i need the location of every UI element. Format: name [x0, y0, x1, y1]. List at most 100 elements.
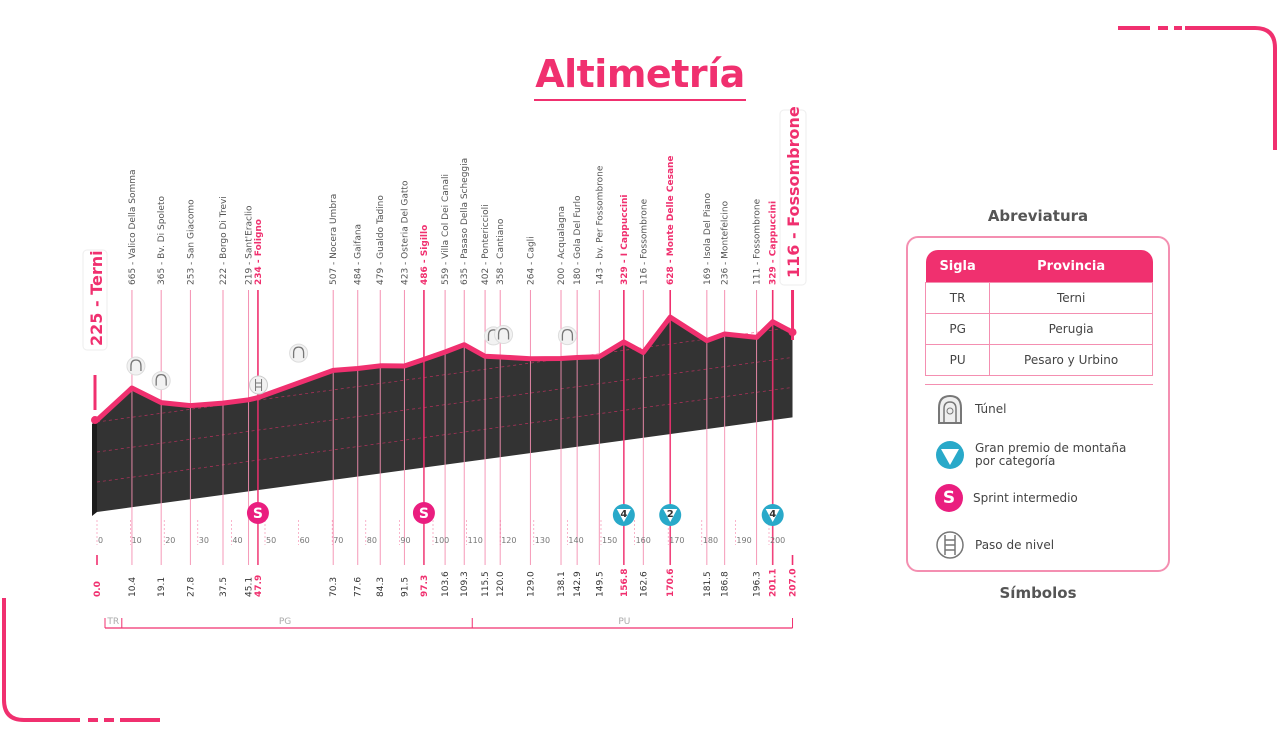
sprint-icon	[412, 502, 435, 524]
km-tick-label: 100	[434, 536, 449, 545]
waypoint-altitude: 635	[460, 268, 470, 285]
waypoint-label: 234 - Foligno	[254, 219, 264, 285]
waypoint-altitude: 484	[354, 268, 364, 285]
gpm-category: 2	[667, 509, 674, 520]
waypoint-label: 169 - Isola Del Piano	[703, 192, 713, 285]
waypoint-altitude: 253	[186, 268, 196, 285]
header-provincia: Provincia	[989, 250, 1153, 283]
waypoint-label: 402 - Pontericcioli	[481, 204, 491, 285]
waypoint-altitude: 358	[496, 268, 506, 285]
waypoint-name: Fossombrone	[639, 198, 649, 258]
km-tick-label: 10	[132, 536, 142, 545]
km-label: 142.9	[573, 571, 583, 597]
waypoint-altitude: 628	[666, 266, 676, 285]
waypoint-label: 507 - Nocera Umbra	[329, 194, 339, 285]
legend-gpm-label-2: por categoría	[975, 454, 1056, 468]
waypoint-name: bv. Per Fossombrone	[595, 165, 605, 259]
waypoint-name: Osteria Del Gatto	[400, 180, 410, 259]
waypoint-name: Foligno	[254, 219, 264, 256]
waypoint-label: 365 - Bv. Di Spoleto	[157, 196, 167, 285]
waypoint-altitude: 486	[420, 266, 430, 285]
km-label: 181.5	[703, 571, 713, 597]
waypoint-label: 219 - Sant'Eraclio	[245, 205, 255, 285]
waypoint-altitude: 222	[219, 268, 229, 285]
legend-divider	[925, 384, 1153, 385]
km-tick-label: 130	[535, 536, 550, 545]
legend-sprint-label: Sprint intermedio	[973, 491, 1078, 505]
legend-box	[906, 236, 1170, 572]
km-label: 149.5	[595, 571, 605, 597]
cell: Pesaro y Urbino	[989, 344, 1153, 376]
sprint-label: S	[419, 506, 429, 522]
waypoint-label: 236 - Montefelcino	[721, 200, 731, 285]
waypoint-altitude: 116	[639, 268, 649, 285]
cell: Terni	[989, 282, 1153, 314]
gpm-category: 4	[620, 509, 627, 520]
waypoint-name: Gaifana	[354, 224, 364, 259]
km-label: 77.6	[354, 577, 364, 597]
waypoint-label: 486 - Sigillo	[420, 225, 430, 285]
waypoint-altitude: 665	[128, 268, 138, 285]
waypoint-altitude: 402	[481, 268, 491, 285]
km-label: 27.8	[186, 577, 196, 597]
gpm-triangle	[616, 509, 631, 522]
altimetry-profile-chart: 0.0 665 - Valico Della Somma 10.4 365 - Bv.…	[82, 106, 807, 629]
km-tick-label: 70	[333, 536, 343, 545]
km-label: 84.3	[376, 577, 386, 597]
waypoint-name: Gola Del Furlo	[573, 195, 583, 259]
waypoint-name: Gualdo Tadino	[376, 195, 386, 259]
waypoint-altitude: 423	[400, 268, 410, 285]
km-label: 196.3	[753, 571, 763, 597]
waypoint-altitude: 236	[721, 268, 731, 285]
province-table: Sigla Provincia TR Terni PG Perugia PU Pesar…	[924, 250, 1153, 376]
header-sigla: Sigla	[925, 250, 990, 283]
km-tick-label: 30	[199, 536, 209, 545]
waypoint-name: Nocera Umbra	[329, 194, 339, 259]
waypoint-label: 253 - San Giacomo	[186, 199, 196, 285]
cell: Perugia	[989, 313, 1153, 345]
km-label: 129.0	[526, 571, 536, 597]
table-row: PU Pesaro y Urbino	[924, 344, 1153, 376]
waypoint-name: Cappuccini	[769, 201, 779, 256]
km-tick-label: 150	[602, 536, 617, 545]
km-tick-label: 140	[568, 536, 583, 545]
province-label: TR	[106, 617, 119, 627]
legend-crossing: Paso de nivel	[935, 530, 1054, 560]
km-label: 10.4	[128, 577, 138, 597]
km-label: 97.3	[420, 575, 430, 597]
level-crossing-icon	[249, 375, 269, 395]
waypoint-name: Cagli	[526, 236, 536, 259]
waypoint-altitude: 264	[526, 268, 536, 285]
waypoint-altitude: 219	[245, 268, 255, 285]
tunnel-icon-arch	[561, 328, 574, 341]
km-label: 115.5	[481, 571, 491, 597]
km-label: 120.0	[496, 571, 506, 597]
waypoint-altitude: 234	[254, 266, 264, 285]
km-label: 45.1	[245, 577, 255, 597]
finish-label-box	[779, 109, 807, 286]
start-label: 225 - Terni	[87, 250, 106, 346]
waypoint-altitude: 559	[441, 268, 451, 285]
waypoint-altitude: 111	[753, 268, 763, 285]
waypoint-label: 479 - Gualdo Tadino	[376, 195, 386, 285]
sprint-label: S	[253, 506, 263, 522]
km-label: 170.6	[666, 569, 676, 597]
level-crossing-icon	[935, 530, 965, 560]
km-label: 91.5	[400, 577, 410, 597]
legend-gpm: Gran premio de montaña por categoría	[935, 440, 1126, 470]
km-label: 186.8	[721, 571, 731, 597]
km-tick-label: 80	[367, 536, 377, 545]
sprint-icon	[246, 502, 269, 524]
symbols-title: Símbolos	[999, 584, 1077, 602]
waypoint-label: 559 - Villa Col Dei Canali	[441, 174, 451, 285]
legend-crossing-label: Paso de nivel	[975, 538, 1055, 552]
gpm-triangle	[765, 509, 780, 522]
waypoint-label: 116 - Fossombrone	[639, 198, 649, 285]
legend-tunnel: Túnel	[935, 394, 1006, 424]
legend-gpm-label-1: Gran premio de montaña	[975, 441, 1127, 455]
waypoint-name: Sigillo	[420, 225, 430, 256]
km-label: 201.1	[769, 569, 779, 597]
waypoint-label: 180 - Gola Del Furlo	[573, 195, 583, 285]
km-tick-label: 160	[636, 536, 651, 545]
